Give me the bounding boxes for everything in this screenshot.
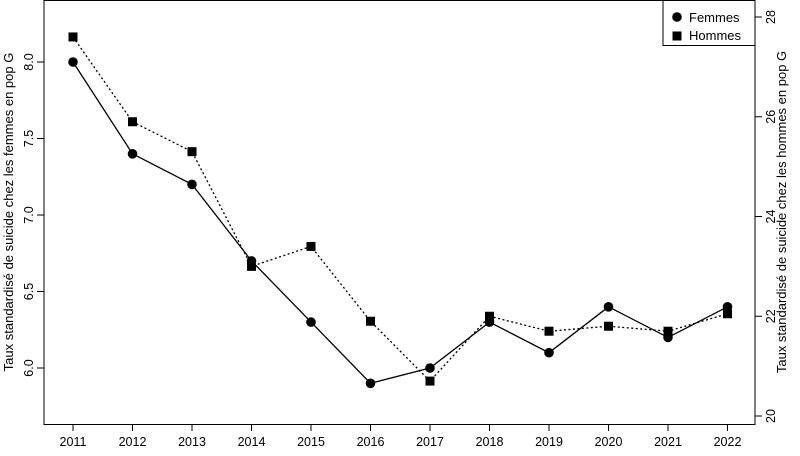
point-hommes-2013 — [187, 147, 197, 157]
point-femmes-2022 — [722, 302, 733, 312]
x-tick-label-2014: 2014 — [238, 435, 266, 449]
x-tick-label-2012: 2012 — [119, 435, 147, 449]
point-femmes-2016 — [365, 378, 376, 389]
legend-femmes-marker — [672, 12, 682, 22]
point-hommes-2018 — [485, 311, 494, 321]
x-tick-label-2016: 2016 — [357, 435, 385, 449]
point-femmes-2011 — [68, 57, 78, 67]
y-axis-left-label: Taux standardisé de suicide chez les fem… — [1, 53, 16, 372]
point-femmes-2017 — [425, 363, 435, 373]
y-axis-right-label: Taux standardisé de suicide chez les hom… — [774, 51, 789, 373]
y-right-tick-label-26: 26 — [764, 110, 778, 124]
y-right-tick-label-24: 24 — [764, 210, 778, 224]
point-hommes-2012 — [128, 117, 137, 127]
y-right-tick-label-20: 20 — [764, 409, 778, 423]
series-line-femmes — [72, 61, 728, 385]
point-hommes-2017 — [425, 376, 435, 386]
x-tick-label-2021: 2021 — [654, 435, 682, 449]
x-axis: 2011 2012 2013 2014 2015 2016 2017 2018 2019 2020… — [60, 424, 742, 449]
y-right-tick-label-28: 28 — [764, 10, 778, 24]
series-layer — [68, 32, 733, 389]
point-femmes-2015 — [306, 317, 316, 327]
point-hommes-2021 — [663, 326, 673, 336]
x-tick-label-2013: 2013 — [178, 435, 206, 449]
y-left-tick-label-7.0: 7.0 — [22, 206, 36, 223]
x-tick-label-2020: 2020 — [595, 435, 623, 449]
x-tick-label-2018: 2018 — [476, 435, 504, 449]
legend-hommes-marker — [672, 31, 682, 41]
point-femmes-2013 — [187, 179, 197, 190]
y-left-tick-label-6.5: 6.5 — [22, 283, 36, 300]
y-right-tick-label-22: 22 — [764, 309, 778, 323]
x-tick-label-2017: 2017 — [416, 435, 444, 449]
point-hommes-2014 — [247, 261, 256, 271]
point-hommes-2016 — [366, 316, 375, 326]
x-tick-label-2019: 2019 — [535, 435, 563, 449]
y-left-tick-label-8.0: 8.0 — [22, 53, 36, 70]
point-hommes-2019 — [544, 326, 554, 336]
point-hommes-2015 — [306, 241, 316, 251]
series-line-hommes — [72, 36, 728, 383]
point-hommes-2020 — [604, 321, 613, 331]
y-axis-left: 6.0 6.5 7.0 7.5 8.0 — [22, 53, 44, 377]
plot-frame — [43, 0, 756, 425]
point-femmes-2012 — [127, 149, 138, 159]
x-tick-label-2015: 2015 — [297, 435, 325, 449]
y-left-tick-label-6.0: 6.0 — [22, 359, 36, 376]
point-femmes-2019 — [544, 347, 554, 358]
legend-hommes-label: Hommes — [689, 28, 742, 43]
point-hommes-2011 — [68, 32, 78, 42]
legend-femmes-label: Femmes — [689, 10, 740, 25]
point-femmes-2020 — [603, 302, 614, 312]
point-hommes-2022 — [723, 309, 732, 319]
x-tick-label-2011: 2011 — [60, 435, 87, 449]
legend: Femmes Hommes — [662, 0, 756, 46]
x-tick-label-2022: 2022 — [714, 435, 742, 449]
y-left-tick-label-7.5: 7.5 — [22, 130, 36, 147]
y-axis-right: 20 22 24 26 28 — [755, 10, 778, 423]
